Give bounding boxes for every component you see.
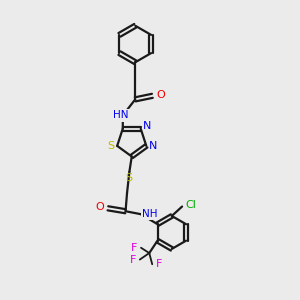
Text: N: N <box>148 142 157 152</box>
Text: NH: NH <box>142 208 158 219</box>
Text: F: F <box>155 259 162 269</box>
Text: F: F <box>131 243 138 253</box>
Text: F: F <box>130 254 136 265</box>
Text: S: S <box>125 173 133 183</box>
Text: HN: HN <box>113 110 128 120</box>
Text: O: O <box>96 202 104 212</box>
Text: N: N <box>143 122 152 131</box>
Text: Cl: Cl <box>185 200 196 210</box>
Text: S: S <box>107 141 114 151</box>
Text: O: O <box>156 90 165 100</box>
